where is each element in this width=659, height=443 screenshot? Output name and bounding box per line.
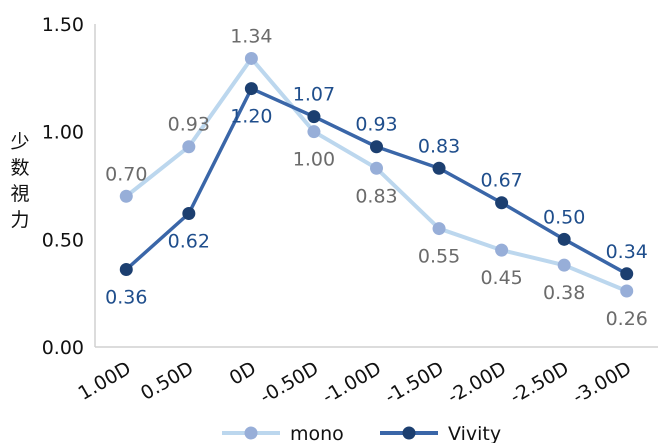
y-tick-label: 0.50 [42, 229, 84, 251]
data-label-vivity: 0.34 [606, 241, 648, 263]
x-tick-label: 0.50D [137, 357, 197, 405]
data-label-vivity: 0.93 [355, 114, 397, 136]
axes [94, 24, 658, 348]
data-label-vivity: 0.50 [543, 206, 585, 228]
data-point-vivity [557, 232, 571, 246]
legend-marker-vivity [402, 426, 416, 440]
data-point-mono [182, 140, 196, 154]
data-label-mono: 0.45 [480, 267, 522, 289]
y-tick-label: 0.00 [42, 337, 84, 359]
x-tick-label: -1.50D [381, 357, 447, 408]
legend: mono Vivity [222, 423, 501, 443]
data-point-mono [119, 189, 133, 203]
x-tick-label: -2.00D [444, 357, 510, 408]
y-axis-label-char: 力 [10, 209, 29, 231]
data-label-mono: 0.70 [105, 163, 147, 185]
data-point-vivity [620, 267, 634, 281]
data-label-mono: 0.83 [355, 185, 397, 207]
data-point-vivity [495, 196, 509, 210]
data-point-vivity [119, 262, 133, 276]
data-point-mono [495, 243, 509, 257]
x-tick-label: 1.00D [74, 357, 134, 405]
data-point-vivity [244, 82, 258, 96]
data-point-mono [620, 284, 634, 298]
data-label-vivity: 1.20 [230, 106, 272, 128]
data-point-mono [307, 125, 321, 139]
data-label-vivity: 0.83 [418, 135, 460, 157]
series-points [119, 51, 634, 298]
data-point-mono [432, 222, 446, 236]
data-label-vivity: 0.36 [105, 286, 147, 308]
y-tick-labels: 0.00 0.50 1.00 1.50 [42, 14, 84, 359]
legend-label-vivity: Vivity [448, 423, 501, 443]
x-tick-label: -1.00D [319, 357, 385, 408]
data-point-vivity [307, 110, 321, 124]
data-labels: 0.70 0.93 1.34 1.00 0.83 0.55 0.45 0.38 0.26 0.36… [105, 25, 648, 330]
data-label-vivity: 1.07 [293, 84, 335, 106]
data-point-mono [244, 51, 258, 65]
data-label-mono: 1.00 [293, 149, 335, 171]
data-point-vivity [182, 206, 196, 220]
data-label-mono: 0.93 [168, 114, 210, 136]
y-tick-label: 1.50 [42, 14, 84, 36]
x-tick-label: -3.00D [569, 357, 635, 408]
data-point-vivity [432, 161, 446, 175]
data-label-vivity: 0.62 [168, 230, 210, 252]
y-axis-label-char: 視 [10, 183, 29, 205]
x-tick-label: -0.50D [256, 357, 322, 408]
y-tick-label: 1.00 [42, 122, 84, 144]
data-label-mono: 0.38 [543, 282, 585, 304]
y-axis-label-char: 数 [10, 157, 29, 179]
x-tick-label: 0D [226, 357, 260, 389]
y-axis-label-char: 少 [10, 131, 29, 153]
data-label-mono: 1.34 [230, 25, 272, 47]
data-point-mono [557, 258, 571, 272]
legend-label-mono: mono [290, 423, 344, 443]
x-tick-label: -2.50D [506, 357, 572, 408]
data-label-mono: 0.55 [418, 246, 460, 268]
legend-marker-mono [244, 426, 258, 440]
x-tick-labels: 1.00D 0.50D 0D-0.50D-1.00D-1.50D-2.00D-2.5… [74, 357, 635, 408]
data-point-vivity [370, 140, 383, 154]
data-point-mono [370, 161, 383, 175]
data-label-vivity: 0.67 [480, 170, 522, 192]
data-label-mono: 0.26 [606, 308, 648, 330]
